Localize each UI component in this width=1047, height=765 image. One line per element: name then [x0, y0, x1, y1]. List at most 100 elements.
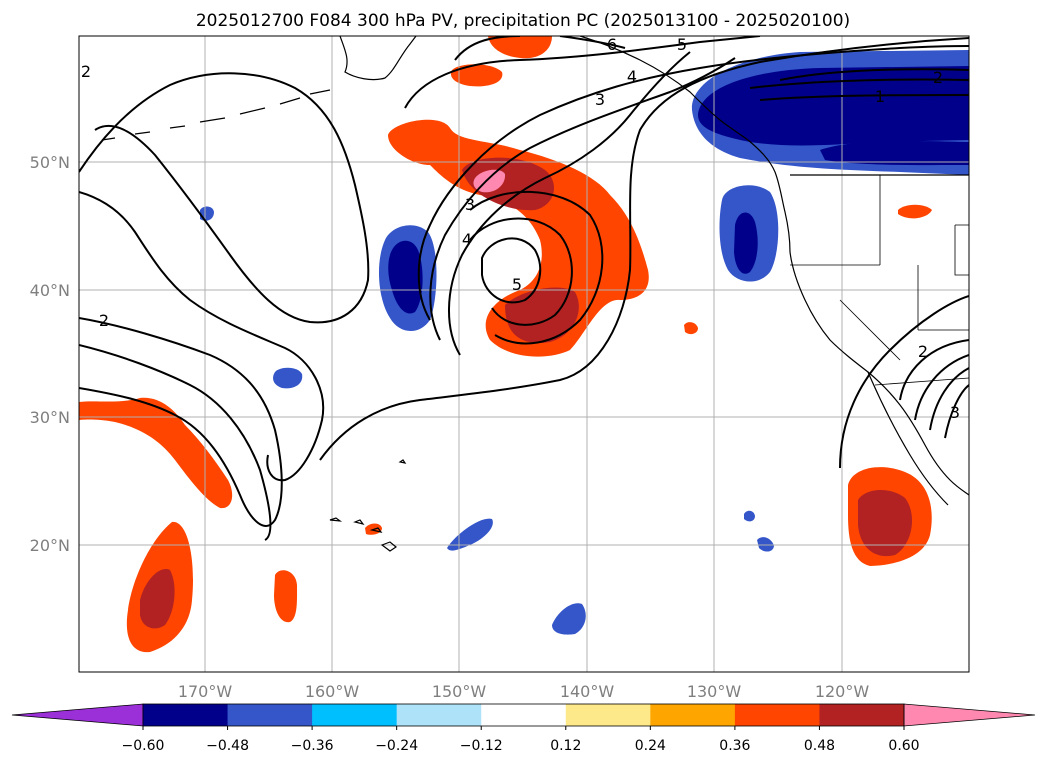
precip-anomaly-nw-coast-core-2	[820, 140, 969, 166]
colorbar-frame	[142, 703, 905, 727]
precip-anomaly-offshore-core	[734, 212, 758, 274]
map-panel: 1 2 2 2 2 3 3 3 4 4 5 5 6	[79, 35, 969, 672]
colorbar-tick-label: −0.36	[291, 738, 334, 754]
colorbar-tick-label: 0.36	[719, 738, 750, 754]
precip-anomaly-central-core	[388, 240, 423, 314]
precip-anomaly-southwest-core	[140, 569, 175, 629]
figure-title: 2025012700 F084 300 hPa PV, precipitatio…	[196, 11, 850, 31]
colorbar-segment	[734, 704, 820, 726]
pv-contour-se-d	[944, 384, 969, 439]
contour-label: 5	[512, 275, 522, 294]
lat-label: 30°N	[30, 408, 70, 427]
lon-label: 160°W	[305, 682, 360, 701]
colorbar-segment	[312, 704, 398, 726]
pv-contour-2-southeast	[839, 295, 969, 469]
pv-contour-se-b	[914, 354, 969, 421]
lat-label: 50°N	[30, 153, 70, 172]
pv-contour-2-lobe	[79, 191, 325, 482]
lon-label: 150°W	[432, 682, 487, 701]
lon-label: 170°W	[178, 682, 233, 701]
contour-label: 3	[465, 195, 475, 214]
lat-label: 40°N	[30, 281, 70, 300]
map-frame	[78, 35, 970, 673]
bc-coastline	[747, 139, 791, 253]
baja-coastline	[867, 371, 949, 506]
longitude-labels: 170°W 160°W 150°W 140°W 130°W 120°W	[178, 682, 870, 701]
pv-contour-4-trough	[429, 57, 736, 341]
colorbar-segments	[11, 703, 1036, 727]
colorbar-segment	[227, 704, 313, 726]
alaska-coastline	[339, 36, 417, 81]
colorbar-tick-label: −0.12	[460, 738, 503, 754]
hawaiian-islands	[329, 517, 398, 552]
contour-label: 4	[462, 230, 472, 249]
contour-label: 3	[595, 90, 605, 109]
contour-label: 1	[875, 87, 885, 106]
pv-contour-2-northeast	[779, 68, 969, 81]
aleutian-islands	[101, 89, 331, 141]
colorbar-segment	[396, 704, 482, 726]
small-island	[398, 459, 407, 464]
colorbar-ticks: −0.60 −0.48 −0.36 −0.24 −0.12 0.12 0.24 0.36 0.4…	[122, 726, 920, 754]
precip-anomaly-small-d	[552, 603, 586, 635]
contour-label: 5	[677, 35, 687, 54]
colorbar-segment	[481, 704, 567, 726]
pv-contour-5-trough	[448, 51, 691, 356]
alaska-panhandle	[579, 36, 749, 141]
pv-contour-3-trough	[417, 45, 969, 321]
precip-anomaly-small-b	[273, 367, 303, 389]
lat-label: 20°N	[30, 536, 70, 555]
pv-contours	[79, 36, 969, 541]
pv-contour-2-west	[79, 72, 370, 324]
lon-label: 120°W	[815, 682, 870, 701]
pv-contour-cutoff-5	[481, 237, 542, 304]
colorbar-tick-label: −0.60	[122, 738, 165, 754]
contour-label: 3	[950, 403, 960, 422]
colorbar-tick-label: 0.48	[804, 738, 835, 754]
colorbar-segment	[650, 704, 736, 726]
colorbar-tick-label: 0.12	[550, 738, 581, 754]
precip-anomaly-small-g	[684, 322, 698, 335]
contour-label: 2	[81, 62, 91, 81]
precip-anomaly-gulf-of-alaska	[388, 119, 649, 357]
precip-anomaly-baja-core	[858, 489, 913, 557]
precip-anomaly-small-f	[757, 537, 774, 552]
precip-anomaly-small-h	[898, 204, 932, 219]
precip-anomaly-small-c	[447, 518, 493, 551]
colorbar-tick-label: −0.24	[375, 738, 418, 754]
contour-label: 2	[99, 311, 109, 330]
precip-anomaly-north-b	[488, 36, 552, 59]
contour-label: 6	[607, 35, 617, 54]
pv-contour-3-outer	[404, 36, 761, 109]
latitude-labels: 50°N 40°N 30°N 20°N	[30, 153, 70, 555]
pv-contour-2-south	[79, 317, 283, 527]
colorbar-extend-high	[903, 703, 1036, 727]
colorbar-tick-label: 0.60	[888, 738, 919, 754]
pv-contour-2-main	[319, 37, 969, 461]
precip-anomaly-subtropical-band	[79, 397, 233, 509]
pv-contour-nw-coast	[749, 78, 969, 101]
colorbar-extend-low	[11, 703, 144, 727]
colorbar: −0.60 −0.48 −0.36 −0.24 −0.12 0.12 0.24 0.36 0.4…	[11, 703, 1036, 754]
contour-label: 2	[918, 342, 928, 361]
lon-label: 130°W	[687, 682, 742, 701]
lon-label: 140°W	[560, 682, 615, 701]
colorbar-segment	[143, 704, 229, 726]
contour-label: 2	[933, 68, 943, 87]
pv-contour-se-a	[899, 339, 969, 401]
precip-positive-anomalies	[79, 36, 932, 653]
colorbar-tick-label: −0.48	[206, 738, 249, 754]
precip-anomaly-small-e	[744, 510, 755, 522]
coastlines	[101, 36, 969, 552]
precip-anomaly-north-a	[450, 64, 503, 87]
precip-anomaly-gulf-of-alaska-core	[462, 157, 555, 211]
pv-contour-2-southwest	[79, 344, 272, 541]
precip-anomaly-south-small	[274, 570, 298, 623]
colorbar-segment	[819, 704, 905, 726]
pv-contour-cutoff-4	[469, 217, 573, 326]
pv-contour-se-c	[929, 367, 969, 431]
state-borders	[790, 175, 969, 386]
us-west-coastline	[789, 251, 969, 496]
contour-label-group: 1 2 2 2 2 3 3 3 4 4 5 5 6	[81, 35, 960, 422]
